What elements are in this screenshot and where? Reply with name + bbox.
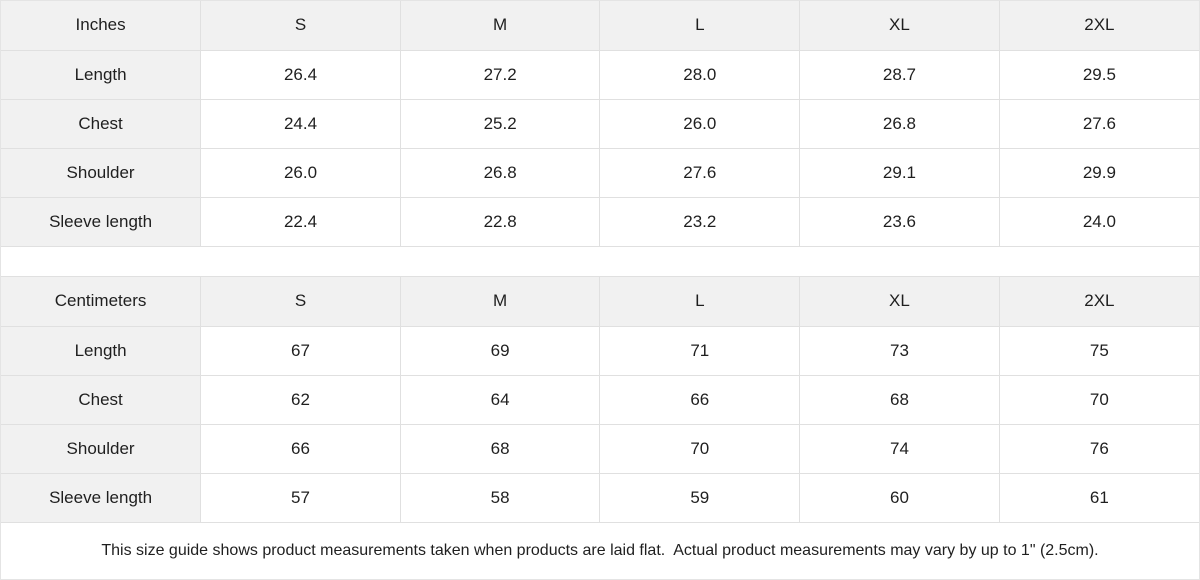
table-row: Length 26.4 27.2 28.0 28.7 29.5 bbox=[1, 49, 1199, 100]
size-value-cell: 67 bbox=[200, 325, 401, 376]
size-value-cell: 70 bbox=[599, 423, 801, 474]
size-value-cell: 29.9 bbox=[998, 147, 1199, 198]
size-value-cell: 71 bbox=[599, 325, 801, 376]
table-row: Chest 24.4 25.2 26.0 26.8 27.6 bbox=[1, 98, 1199, 149]
table-header-cell: XL bbox=[799, 1, 1000, 51]
table-unit-header: Inches bbox=[1, 1, 202, 51]
size-value-cell: 26.4 bbox=[200, 49, 401, 100]
size-value-cell: 68 bbox=[399, 423, 601, 474]
table-header-cell: XL bbox=[799, 277, 1000, 327]
size-table-inches: Inches S M L XL 2XL Length 26.4 27.2 28.… bbox=[1, 1, 1199, 246]
size-value-cell: 27.6 bbox=[599, 147, 801, 198]
table-row: Shoulder 26.0 26.8 27.6 29.1 29.9 bbox=[1, 147, 1199, 198]
table-header-cell: 2XL bbox=[998, 277, 1199, 327]
table-header-cell: M bbox=[399, 1, 601, 51]
table-row: Shoulder 66 68 70 74 76 bbox=[1, 423, 1199, 474]
size-value-cell: 68 bbox=[799, 374, 1000, 425]
table-row: Chest 62 64 66 68 70 bbox=[1, 374, 1199, 425]
size-value-cell: 22.4 bbox=[200, 196, 401, 246]
table-spacer bbox=[1, 246, 1199, 277]
size-value-cell: 26.0 bbox=[599, 98, 801, 149]
table-header-cell: S bbox=[200, 1, 401, 51]
footer: This size guide shows product measuremen… bbox=[1, 522, 1199, 579]
row-label: Chest bbox=[1, 374, 202, 425]
size-value-cell: 76 bbox=[998, 423, 1199, 474]
size-value-cell: 70 bbox=[998, 374, 1199, 425]
size-value-cell: 25.2 bbox=[399, 98, 601, 149]
size-value-cell: 23.2 bbox=[599, 196, 801, 246]
size-value-cell: 62 bbox=[200, 374, 401, 425]
row-label: Length bbox=[1, 325, 202, 376]
size-value-cell: 66 bbox=[200, 423, 401, 474]
size-value-cell: 60 bbox=[799, 472, 1000, 522]
size-value-cell: 58 bbox=[399, 472, 601, 522]
table-row: Sleeve length 57 58 59 60 61 bbox=[1, 472, 1199, 522]
size-value-cell: 22.8 bbox=[399, 196, 601, 246]
row-label: Sleeve length bbox=[1, 472, 202, 522]
size-value-cell: 66 bbox=[599, 374, 801, 425]
table-header-row: Inches S M L XL 2XL bbox=[1, 1, 1199, 51]
table-unit-header: Centimeters bbox=[1, 277, 202, 327]
size-value-cell: 64 bbox=[399, 374, 601, 425]
size-value-cell: 24.4 bbox=[200, 98, 401, 149]
size-value-cell: 74 bbox=[799, 423, 1000, 474]
row-label: Shoulder bbox=[1, 423, 202, 474]
row-label: Chest bbox=[1, 98, 202, 149]
size-value-cell: 28.7 bbox=[799, 49, 1000, 100]
table-header-cell: M bbox=[399, 277, 601, 327]
size-value-cell: 29.5 bbox=[998, 49, 1199, 100]
size-value-cell: 59 bbox=[599, 472, 801, 522]
table-header-cell: 2XL bbox=[998, 1, 1199, 51]
size-value-cell: 23.6 bbox=[799, 196, 1000, 246]
size-value-cell: 27.6 bbox=[998, 98, 1199, 149]
size-value-cell: 27.2 bbox=[399, 49, 601, 100]
size-value-cell: 24.0 bbox=[998, 196, 1199, 246]
row-label: Sleeve length bbox=[1, 196, 202, 246]
size-value-cell: 61 bbox=[998, 472, 1199, 522]
row-label: Length bbox=[1, 49, 202, 100]
size-value-cell: 75 bbox=[998, 325, 1199, 376]
size-value-cell: 26.8 bbox=[799, 98, 1000, 149]
size-value-cell: 29.1 bbox=[799, 147, 1000, 198]
size-value-cell: 73 bbox=[799, 325, 1000, 376]
row-label: Shoulder bbox=[1, 147, 202, 198]
size-value-cell: 26.8 bbox=[399, 147, 601, 198]
size-table-centimeters: Centimeters S M L XL 2XL Length 67 69 71… bbox=[1, 277, 1199, 522]
table-header-cell: L bbox=[599, 277, 801, 327]
size-value-cell: 57 bbox=[200, 472, 401, 522]
size-value-cell: 69 bbox=[399, 325, 601, 376]
table-row: Sleeve length 22.4 22.8 23.2 23.6 24.0 bbox=[1, 196, 1199, 246]
size-value-cell: 26.0 bbox=[200, 147, 401, 198]
table-row: Length 67 69 71 73 75 bbox=[1, 325, 1199, 376]
table-header-cell: S bbox=[200, 277, 401, 327]
footer-note: This size guide shows product measuremen… bbox=[101, 542, 1099, 559]
table-header-cell: L bbox=[599, 1, 801, 51]
table-header-row: Centimeters S M L XL 2XL bbox=[1, 277, 1199, 327]
size-value-cell: 28.0 bbox=[599, 49, 801, 100]
